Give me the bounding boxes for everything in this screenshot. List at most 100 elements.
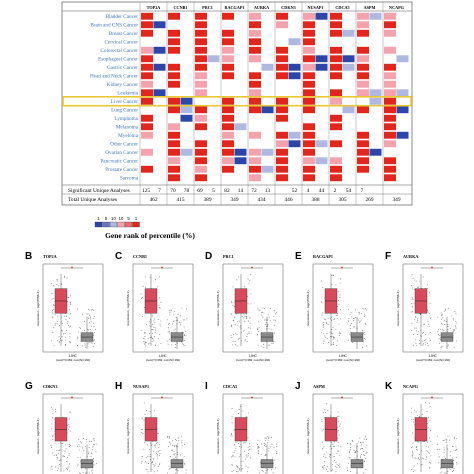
sample-point bbox=[359, 441, 361, 443]
sample-point bbox=[430, 430, 432, 432]
sample-point bbox=[427, 345, 429, 347]
sample-point bbox=[334, 318, 336, 320]
sample-point bbox=[178, 440, 180, 442]
sample-point bbox=[323, 342, 325, 344]
sample-point bbox=[92, 469, 94, 471]
sample-point bbox=[245, 465, 247, 467]
sample-point bbox=[359, 448, 361, 450]
heatmap-cell bbox=[276, 114, 288, 122]
sample-point bbox=[168, 309, 170, 311]
sample-point bbox=[53, 304, 55, 306]
sample-point bbox=[50, 428, 52, 430]
sample-point bbox=[247, 278, 249, 280]
sample-point bbox=[413, 465, 415, 467]
sample-point bbox=[238, 456, 240, 458]
panel-gene-title: RACGAP1 bbox=[313, 254, 333, 259]
heatmap-cell bbox=[168, 12, 180, 20]
heatmap-cell bbox=[249, 148, 261, 156]
sample-count-note: (num(T)=369; num(N)=160) bbox=[236, 358, 270, 362]
sample-point bbox=[340, 309, 341, 311]
heatmap-cell bbox=[195, 148, 207, 156]
sample-point bbox=[86, 313, 88, 315]
sample-point bbox=[52, 317, 54, 319]
sample-point bbox=[183, 326, 185, 328]
sample-point bbox=[143, 341, 145, 343]
sample-point bbox=[446, 439, 448, 440]
sample-point bbox=[142, 337, 144, 339]
sample-point bbox=[50, 467, 52, 469]
sample-point bbox=[234, 456, 236, 458]
sample-point bbox=[348, 339, 350, 341]
sample-point bbox=[68, 454, 70, 456]
sample-point bbox=[183, 455, 185, 457]
heatmap-cell bbox=[249, 97, 261, 105]
heatmap-cell bbox=[396, 89, 409, 97]
sample-point bbox=[456, 340, 457, 342]
sample-point bbox=[157, 441, 159, 443]
sample-point bbox=[423, 323, 425, 325]
sample-point bbox=[334, 460, 335, 461]
sample-point bbox=[87, 329, 89, 330]
sample-point bbox=[157, 286, 159, 288]
heatmap-cell bbox=[153, 63, 166, 71]
legend-swatch bbox=[94, 221, 103, 228]
sample-point bbox=[322, 448, 324, 450]
sample-point bbox=[323, 453, 325, 455]
sample-point bbox=[235, 344, 237, 345]
sample-point bbox=[140, 429, 142, 431]
sample-point bbox=[56, 284, 58, 286]
sample-point bbox=[151, 324, 153, 325]
sample-point bbox=[170, 449, 172, 451]
sample-point bbox=[336, 314, 338, 316]
sample-point bbox=[55, 454, 57, 456]
sample-point bbox=[276, 446, 278, 447]
heatmap-cell bbox=[261, 106, 274, 114]
sample-point bbox=[411, 322, 413, 324]
sample-point bbox=[238, 320, 240, 322]
sample-point bbox=[169, 467, 171, 469]
sample-point bbox=[365, 439, 367, 440]
sample-point bbox=[250, 303, 252, 305]
sample-point bbox=[331, 284, 333, 286]
heatmap-cell bbox=[141, 123, 153, 131]
sample-point bbox=[339, 466, 341, 468]
sample-point bbox=[446, 440, 448, 442]
sample-point bbox=[441, 471, 443, 473]
sample-point bbox=[159, 450, 161, 451]
sample-point bbox=[55, 409, 57, 411]
sample-point bbox=[413, 302, 415, 304]
sample-point bbox=[76, 338, 78, 340]
sample-point bbox=[444, 320, 446, 322]
sample-point bbox=[339, 294, 341, 296]
sample-point bbox=[268, 344, 270, 346]
heatmap-cell bbox=[357, 106, 369, 114]
sample-point bbox=[231, 470, 233, 472]
heatmap-cell bbox=[249, 55, 261, 63]
sample-point bbox=[423, 331, 424, 333]
sample-point bbox=[88, 341, 90, 343]
heatmap-cell bbox=[180, 114, 193, 122]
sample-point bbox=[79, 472, 81, 474]
sample-point bbox=[244, 315, 246, 317]
sample-point bbox=[142, 432, 144, 434]
heatmap-cell bbox=[168, 72, 180, 80]
sample-point bbox=[158, 338, 160, 340]
sample-point bbox=[90, 331, 92, 333]
sample-point bbox=[246, 318, 248, 320]
sample-point bbox=[85, 438, 87, 440]
sample-point bbox=[447, 326, 449, 328]
sample-point bbox=[157, 450, 159, 452]
sample-point bbox=[336, 318, 338, 319]
sample-point bbox=[322, 302, 324, 304]
sample-point bbox=[413, 470, 415, 472]
y-axis-label: Expression - log2(TPM+1) bbox=[306, 419, 310, 454]
sample-point bbox=[69, 430, 71, 432]
sample-point bbox=[412, 452, 414, 454]
panel-gene-title: NCAPG bbox=[403, 384, 419, 389]
sample-point bbox=[439, 335, 441, 337]
sample-point bbox=[246, 335, 248, 337]
sample-point bbox=[77, 465, 79, 467]
sample-point bbox=[154, 336, 156, 338]
sample-point bbox=[159, 334, 161, 336]
sample-point bbox=[60, 442, 61, 444]
